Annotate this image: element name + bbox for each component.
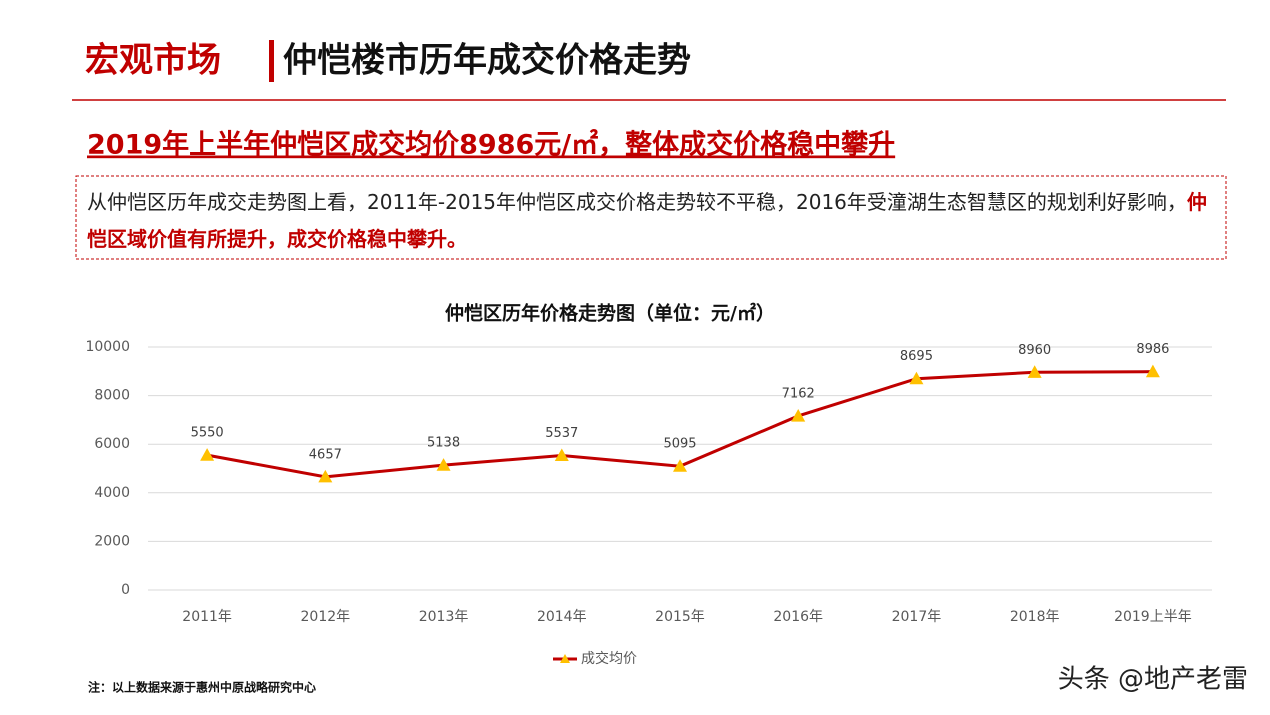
data-label: 7162 [782, 386, 815, 401]
data-marker [554, 448, 569, 462]
x-tick-label: 2018年 [1010, 609, 1060, 625]
data-label: 5550 [191, 426, 224, 441]
subtitle: 2019年上半年仲恺区成交均价8986元/㎡，整体成交价格稳中攀升 [87, 129, 895, 161]
separator [269, 40, 274, 82]
x-tick-label: 2019上半年 [1114, 609, 1192, 625]
x-tick-label: 2013年 [419, 609, 469, 625]
chart-title: 仲恺区历年价格走势图（单位：元/㎡） [445, 302, 775, 325]
y-tick-label: 10000 [85, 339, 130, 355]
x-tick-label: 2017年 [892, 609, 942, 625]
data-marker [436, 458, 451, 471]
page-title: 仲恺楼市历年成交价格走势 [283, 41, 691, 81]
x-tick-label: 2016年 [773, 609, 823, 625]
data-label: 8960 [1018, 343, 1051, 358]
summary-highlight: 仲恺区域价值有所提升，成交价格稳中攀升。 [87, 190, 1207, 251]
summary-box [75, 175, 1227, 260]
y-tick-label: 2000 [94, 533, 130, 549]
data-label: 5537 [545, 426, 578, 441]
summary-text: 从仲恺区历年成交走势图上看，2011年-2015年仲恺区成交价格走势较不平稳，2… [87, 190, 1187, 214]
x-tick-label: 2014年 [537, 609, 587, 625]
summary: 从仲恺区历年成交走势图上看，2011年-2015年仲恺区成交价格走势较不平稳，2… [87, 184, 1212, 258]
y-tick-label: 6000 [94, 436, 130, 452]
x-tick-label: 2011年 [182, 609, 232, 625]
data-label: 8986 [1136, 342, 1169, 357]
data-marker [673, 459, 687, 472]
data-marker [1027, 365, 1042, 378]
data-label: 5138 [427, 436, 460, 451]
data-marker [318, 469, 333, 483]
data-marker [791, 408, 806, 422]
x-tick-label: 2015年 [655, 609, 705, 625]
y-tick-label: 0 [121, 582, 130, 598]
section-title: 宏观市场 [85, 41, 221, 81]
x-tick-label: 2012年 [301, 609, 351, 625]
note: 注：以上数据来源于惠州中原战略研究中心 [88, 680, 316, 695]
data-label: 8695 [900, 349, 933, 364]
legend-marker [560, 654, 570, 663]
data-marker [1145, 364, 1160, 378]
legend-label: 成交均价 [581, 650, 637, 667]
watermark: 头条 @地产老雷 [1058, 665, 1248, 695]
data-label: 5095 [663, 437, 696, 452]
data-marker [200, 448, 215, 461]
data-marker [909, 371, 924, 385]
y-tick-label: 8000 [94, 388, 130, 404]
y-tick-label: 4000 [94, 485, 130, 501]
data-label: 4657 [309, 447, 342, 462]
